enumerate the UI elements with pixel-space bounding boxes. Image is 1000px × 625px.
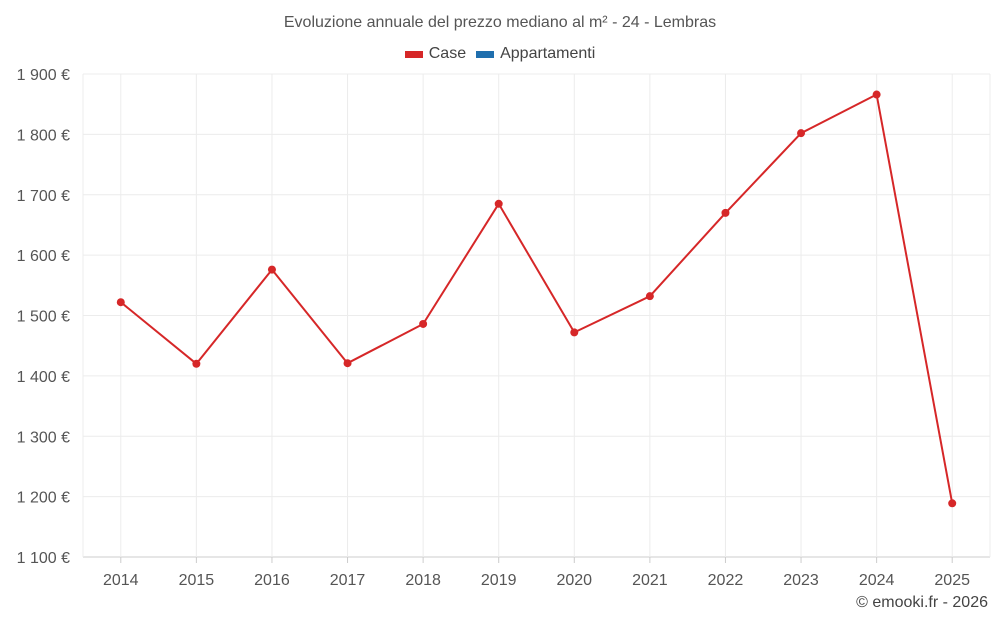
y-tick-label: 1 800 € bbox=[17, 127, 70, 144]
data-point bbox=[267, 265, 276, 274]
y-tick-label: 1 200 € bbox=[17, 490, 70, 507]
x-tick-label: 2015 bbox=[179, 572, 215, 589]
data-point bbox=[797, 129, 806, 138]
data-point bbox=[419, 319, 428, 328]
y-tick-label: 1 900 € bbox=[17, 67, 70, 84]
x-tick-label: 2023 bbox=[783, 572, 819, 589]
y-tick-label: 1 400 € bbox=[17, 369, 70, 386]
copyright-footer: © emooki.fr - 2026 bbox=[856, 594, 988, 611]
legend-label-case: Case bbox=[428, 45, 467, 62]
x-tick-label: 2018 bbox=[405, 572, 441, 589]
y-tick-label: 1 600 € bbox=[17, 248, 70, 265]
x-tick-label: 2020 bbox=[556, 572, 592, 589]
chart-title: Evoluzione annuale del prezzo mediano al… bbox=[283, 14, 717, 31]
legend-swatch-appartamenti bbox=[476, 50, 495, 58]
x-tick-label: 2017 bbox=[330, 572, 366, 589]
x-tick-label: 2019 bbox=[481, 572, 517, 589]
data-point bbox=[570, 328, 579, 337]
series-line-case bbox=[120, 93, 954, 504]
x-tick-label: 2024 bbox=[859, 572, 895, 589]
data-point bbox=[872, 90, 881, 99]
legend-swatch-case bbox=[404, 50, 423, 58]
x-tick-label: 2022 bbox=[708, 572, 744, 589]
data-point bbox=[494, 199, 503, 208]
data-point bbox=[948, 499, 957, 508]
y-tick-label: 1 300 € bbox=[17, 429, 70, 446]
y-tick-label: 1 700 € bbox=[17, 188, 70, 205]
y-tick-label: 1 500 € bbox=[17, 309, 70, 326]
x-tick-label: 2014 bbox=[103, 572, 139, 589]
x-tick-label: 2016 bbox=[254, 572, 290, 589]
y-tick-label: 1 100 € bbox=[17, 550, 70, 567]
x-tick-label: 2025 bbox=[934, 572, 970, 589]
chart-legend: Case Appartamenti bbox=[0, 45, 1000, 63]
data-point bbox=[192, 359, 201, 368]
legend-item-case[interactable]: Case bbox=[404, 45, 467, 63]
data-point bbox=[645, 292, 654, 301]
legend-label-appartamenti: Appartamenti bbox=[500, 45, 596, 62]
legend-item-appartamenti[interactable]: Appartamenti bbox=[476, 45, 595, 63]
data-point bbox=[343, 359, 352, 368]
data-point bbox=[116, 298, 125, 307]
x-tick-label: 2021 bbox=[632, 572, 668, 589]
data-point bbox=[721, 208, 730, 217]
